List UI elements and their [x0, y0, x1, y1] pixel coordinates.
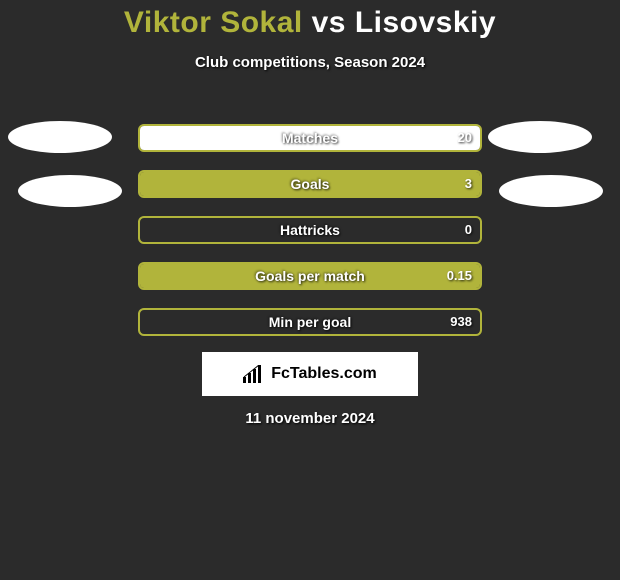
bar-chart-icon: [243, 365, 265, 383]
stat-row-hattricks: Hattricks 0: [138, 216, 482, 244]
as-of-date: 11 november 2024: [0, 410, 620, 427]
stat-value-p2: 0: [465, 218, 472, 242]
stat-label: Min per goal: [140, 310, 480, 334]
subtitle: Club competitions, Season 2024: [0, 54, 620, 71]
stat-row-goals-per-match: Goals per match 0.15: [138, 262, 482, 290]
player1-photo-plate-bottom: [18, 175, 122, 207]
stat-row-matches: Matches 20: [138, 124, 482, 152]
page-title: Viktor Sokal vs Lisovskiy: [0, 0, 620, 40]
stat-label: Hattricks: [140, 218, 480, 242]
logo-text: FcTables.com: [271, 365, 377, 383]
stat-value-p2: 938: [450, 310, 472, 334]
stat-fill-p1: [140, 172, 480, 196]
stat-row-min-per-goal: Min per goal 938: [138, 308, 482, 336]
fctables-logo: FcTables.com: [202, 352, 418, 396]
stat-fill-p1: [140, 264, 480, 288]
comparison-infographic: Viktor Sokal vs Lisovskiy Club competiti…: [0, 0, 620, 580]
player1-photo-plate-top: [8, 121, 112, 153]
title-player2: Lisovskiy: [355, 6, 496, 39]
stat-row-goals: Goals 3: [138, 170, 482, 198]
title-player1: Viktor Sokal: [124, 6, 303, 39]
stat-fill-p2: [140, 126, 480, 150]
player2-photo-plate-bottom: [499, 175, 603, 207]
player2-photo-plate-top: [488, 121, 592, 153]
title-vs: vs: [312, 6, 346, 39]
